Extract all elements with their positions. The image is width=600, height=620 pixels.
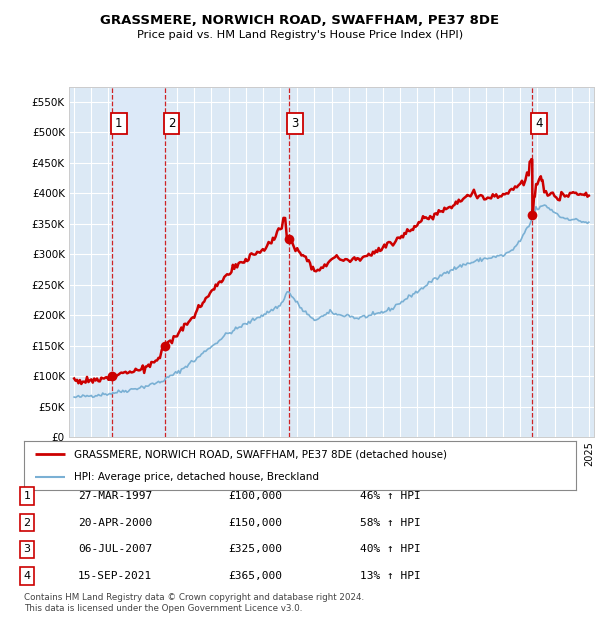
Text: 20-APR-2000: 20-APR-2000 xyxy=(78,518,152,528)
Text: 13% ↑ HPI: 13% ↑ HPI xyxy=(360,571,421,581)
Text: 40% ↑ HPI: 40% ↑ HPI xyxy=(360,544,421,554)
Text: 27-MAR-1997: 27-MAR-1997 xyxy=(78,491,152,501)
Text: 1: 1 xyxy=(23,491,31,501)
Text: 3: 3 xyxy=(23,544,31,554)
Text: HPI: Average price, detached house, Breckland: HPI: Average price, detached house, Brec… xyxy=(74,472,319,482)
Bar xyxy=(112,87,165,437)
Text: 4: 4 xyxy=(535,117,542,130)
Text: 4: 4 xyxy=(23,571,31,581)
Text: £365,000: £365,000 xyxy=(228,571,282,581)
Text: 1: 1 xyxy=(115,117,122,130)
Text: 2: 2 xyxy=(23,518,31,528)
Text: 58% ↑ HPI: 58% ↑ HPI xyxy=(360,518,421,528)
Text: £100,000: £100,000 xyxy=(228,491,282,501)
Text: 2: 2 xyxy=(167,117,175,130)
Text: Contains HM Land Registry data © Crown copyright and database right 2024.
This d: Contains HM Land Registry data © Crown c… xyxy=(24,593,364,613)
Text: £150,000: £150,000 xyxy=(228,518,282,528)
Text: 46% ↑ HPI: 46% ↑ HPI xyxy=(360,491,421,501)
Text: £325,000: £325,000 xyxy=(228,544,282,554)
Text: GRASSMERE, NORWICH ROAD, SWAFFHAM, PE37 8DE: GRASSMERE, NORWICH ROAD, SWAFFHAM, PE37 … xyxy=(100,14,500,27)
Text: 06-JUL-2007: 06-JUL-2007 xyxy=(78,544,152,554)
Text: 3: 3 xyxy=(292,117,299,130)
Text: 15-SEP-2021: 15-SEP-2021 xyxy=(78,571,152,581)
Text: GRASSMERE, NORWICH ROAD, SWAFFHAM, PE37 8DE (detached house): GRASSMERE, NORWICH ROAD, SWAFFHAM, PE37 … xyxy=(74,450,446,459)
Text: Price paid vs. HM Land Registry's House Price Index (HPI): Price paid vs. HM Land Registry's House … xyxy=(137,30,463,40)
